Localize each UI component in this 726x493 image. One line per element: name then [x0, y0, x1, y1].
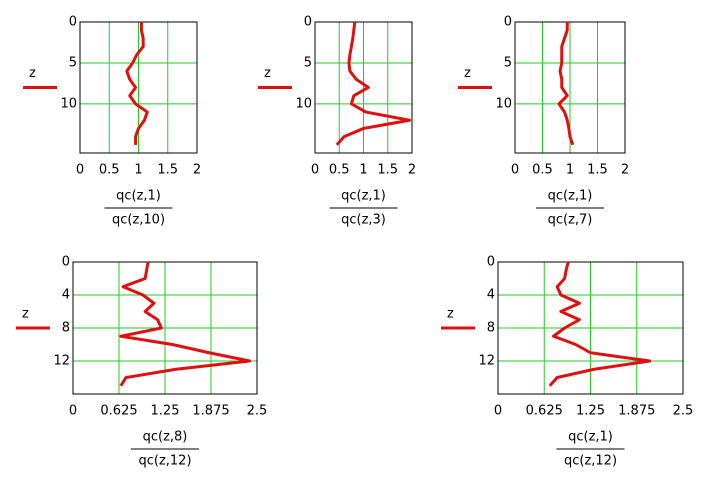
y-tick-label: 0 [304, 15, 312, 30]
x-label-numerator: qc(z,8) [143, 430, 188, 445]
x-tick-label: 0.625 [100, 404, 137, 419]
plot-frame [314, 21, 413, 154]
x-tick-label: 1 [359, 163, 367, 178]
data-line [119, 261, 252, 387]
x-tick-label: 0 [311, 163, 319, 178]
y-tick-label: 0 [487, 255, 495, 270]
y-tick-label: 5 [304, 55, 312, 70]
y-axis-label: z [22, 307, 29, 322]
x-tick-label: 2 [621, 163, 629, 178]
x-label-denominator: qc(z,12) [138, 454, 191, 469]
plot-frame [497, 261, 684, 395]
x-tick-label: 0.5 [99, 163, 120, 178]
x-tick-label: 0.625 [526, 404, 563, 419]
x-tick-label: 0 [511, 163, 519, 178]
y-tick-label: 5 [504, 55, 512, 70]
x-tick-label: 0 [76, 163, 84, 178]
x-tick-label: 1.5 [157, 163, 178, 178]
y-tick-label: 0 [69, 15, 77, 30]
y-tick-label: 10 [60, 96, 77, 111]
x-label-numerator: qc(z,1) [341, 189, 386, 204]
x-tick-label: 1.25 [151, 404, 180, 419]
x-tick-label: 2 [193, 163, 201, 178]
x-tick-label: 2 [408, 163, 416, 178]
y-tick-label: 12 [478, 354, 495, 369]
y-tick-label: 0 [62, 255, 70, 270]
x-label-numerator: qc(z,1) [568, 430, 613, 445]
x-tick-label: 1.5 [377, 163, 398, 178]
plot-frame [514, 21, 626, 154]
y-axis-label: z [29, 66, 36, 81]
x-label-denominator: qc(z,12) [564, 454, 617, 469]
x-tick-label: 0.5 [329, 163, 350, 178]
x-tick-label: 1 [566, 163, 574, 178]
x-label-denominator: qc(z,3) [341, 213, 386, 228]
x-tick-label: 1.875 [192, 404, 229, 419]
x-tick-label: 1.5 [587, 163, 608, 178]
y-axis-label: z [447, 307, 454, 322]
data-line [548, 261, 652, 387]
plot-frame [79, 21, 198, 154]
x-tick-label: 1.875 [618, 404, 655, 419]
y-tick-label: 5 [69, 55, 77, 70]
y-tick-label: 10 [295, 96, 312, 111]
data-line [335, 21, 412, 146]
x-label-denominator: qc(z,10) [112, 213, 165, 228]
y-axis-label: z [464, 66, 471, 81]
x-label-numerator: qc(z,1) [116, 189, 161, 204]
x-tick-label: 2.5 [673, 404, 694, 419]
y-tick-label: 4 [487, 288, 495, 303]
x-label-numerator: qc(z,1) [548, 189, 593, 204]
y-tick-label: 12 [53, 354, 70, 369]
data-line [557, 22, 575, 146]
y-tick-label: 8 [487, 321, 495, 336]
x-tick-label: 2.5 [247, 404, 268, 419]
x-tick-label: 1 [134, 163, 142, 178]
y-tick-label: 4 [62, 288, 70, 303]
y-tick-label: 8 [62, 321, 70, 336]
y-axis-label: z [264, 66, 271, 81]
x-tick-label: 0.5 [532, 163, 553, 178]
x-tick-label: 1.25 [576, 404, 605, 419]
data-line [125, 22, 149, 145]
x-label-denominator: qc(z,7) [548, 213, 593, 228]
x-tick-label: 0 [494, 404, 502, 419]
plot-frame [72, 261, 258, 395]
x-tick-label: 0 [69, 404, 77, 419]
y-tick-label: 0 [504, 15, 512, 30]
y-tick-label: 10 [495, 96, 512, 111]
